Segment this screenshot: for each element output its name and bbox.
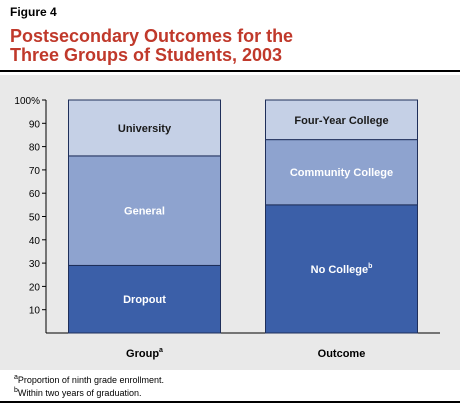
segment-label: University — [118, 123, 172, 135]
chart-title: Postsecondary Outcomes for the Three Gro… — [10, 27, 450, 65]
x-category-footnote-mark: a — [159, 347, 163, 354]
y-tick-label: 60 — [29, 189, 41, 200]
segment-label: Community College — [290, 167, 393, 179]
segment-label: General — [124, 206, 165, 218]
bar-segment — [68, 264, 221, 334]
y-tick-label: 100% — [14, 96, 40, 107]
chart-title-line-2: Three Groups of Students, 2003 — [10, 45, 283, 65]
top-rule — [0, 70, 460, 72]
segment-label: Dropout — [123, 294, 166, 306]
segment-label-text: No College — [311, 264, 368, 276]
segment-footnote-mark: b — [368, 263, 372, 270]
chart-title-line-1: Postsecondary Outcomes for the — [10, 26, 294, 46]
segment-label-text: Four-Year College — [294, 115, 388, 127]
y-tick-label: 50 — [29, 213, 41, 224]
x-category-label: Groupa — [126, 347, 163, 360]
segment-label-text: University — [118, 123, 172, 135]
x-category-label: Outcome — [318, 348, 366, 360]
y-tick-label: 20 — [29, 282, 41, 293]
chart-panel: 10 20 30 40 50 60 70 80 90 100% Dropout General Univ… — [0, 75, 460, 370]
segment-label-text: Community College — [290, 167, 393, 179]
y-tick-label: 70 — [29, 166, 41, 177]
footnote-b: bWithin two years of graduation. — [14, 387, 164, 400]
figure-label: Figure 4 — [10, 5, 57, 19]
footnote-a-text: Proportion of ninth grade enrollment. — [17, 375, 164, 385]
y-tick-label: 30 — [29, 259, 41, 270]
footnote-a: aProportion of ninth grade enrollment. — [14, 374, 164, 387]
x-category-label-text: Outcome — [318, 348, 366, 360]
segment-label-text: General — [124, 206, 165, 218]
y-tick-label: 80 — [29, 143, 41, 154]
bar-segment — [68, 155, 221, 266]
footnotes: aProportion of ninth grade enrollment. b… — [14, 374, 164, 400]
bar-segment — [265, 139, 418, 206]
x-category-label-text: Group — [126, 348, 159, 360]
y-tick-label: 90 — [29, 119, 41, 130]
footnote-b-mark: b — [14, 387, 18, 394]
footnote-b-text: Within two years of graduation. — [17, 388, 142, 398]
y-tick-label: 10 — [29, 306, 41, 317]
segment-label: No Collegeb — [311, 263, 373, 276]
segment-label: Four-Year College — [294, 115, 388, 127]
bar-segment — [265, 99, 418, 141]
footnote-a-mark: a — [14, 374, 18, 381]
stacked-bar-chart: 10 20 30 40 50 60 70 80 90 100% Dropout General Univ… — [14, 96, 440, 360]
y-tick-label: 40 — [29, 236, 41, 247]
bottom-rule — [0, 401, 460, 403]
segment-label-text: Dropout — [123, 294, 166, 306]
bar-segment — [68, 99, 221, 157]
